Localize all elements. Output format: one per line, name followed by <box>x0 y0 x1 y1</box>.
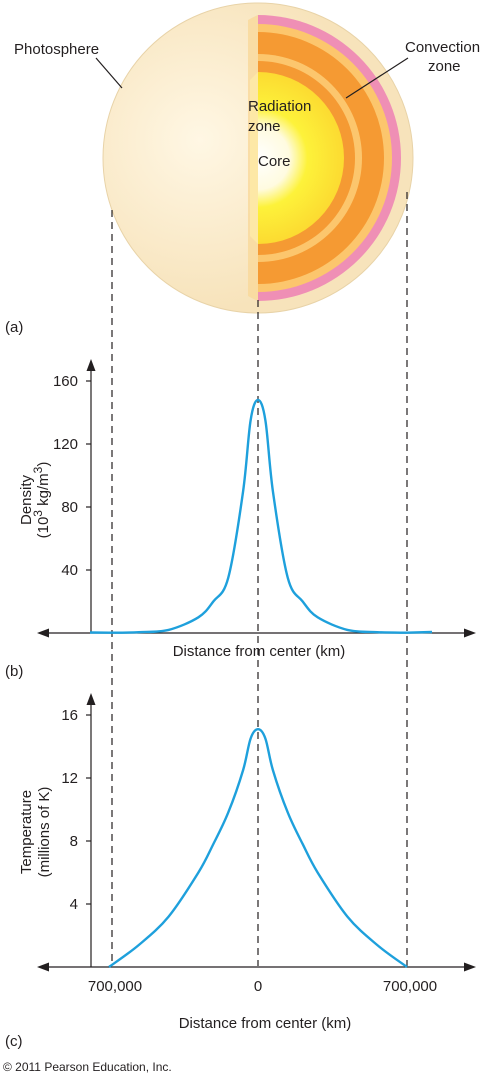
temperature-ytick-label: 16 <box>61 707 78 724</box>
panel-a-label: (a) <box>5 319 23 336</box>
temperature-ytick-label: 4 <box>70 896 78 913</box>
temperature-ylabel-1: Temperature <box>18 790 35 874</box>
guide-lines <box>111 192 408 966</box>
density-ylabel-1: Density <box>18 474 35 525</box>
core-layer <box>258 72 344 244</box>
density-ylabel: Density (103 kg/m3) <box>18 462 52 539</box>
temperature-xtick-center: 0 <box>254 978 262 995</box>
temperature-xtick-left: 700,000 <box>88 978 142 995</box>
density-ylabel-2: (103 kg/m3) <box>31 462 52 539</box>
sun-cutaway <box>95 2 414 314</box>
convection-label-1: Convection <box>405 39 480 56</box>
temperature-xtick-right: 700,000 <box>383 978 437 995</box>
density-x-arrow-left <box>37 628 49 638</box>
density-ytick-label: 40 <box>61 562 78 579</box>
temperature-ytick-label: 12 <box>61 770 78 787</box>
temperature-y-arrow <box>86 693 96 705</box>
density-ytick-label: 120 <box>53 436 78 453</box>
temperature-ytick-label: 8 <box>70 833 78 850</box>
copyright: © 2011 Pearson Education, Inc. <box>3 1060 172 1074</box>
density-y-arrow <box>86 359 96 371</box>
convection-leader <box>345 57 409 99</box>
temperature-xlabel: Distance from center (km) <box>179 1015 352 1032</box>
panel-c-label: (c) <box>5 1033 23 1050</box>
temperature-ylabel-2: (millions of K) <box>36 787 53 878</box>
density-x-arrow-right <box>464 628 476 638</box>
photosphere-label: Photosphere <box>14 41 99 58</box>
temperature-chart: 16 12 8 4 <box>37 693 476 972</box>
temperature-x-arrow-right <box>464 962 476 972</box>
density-ytick-label: 80 <box>61 499 78 516</box>
density-ytick-label: 160 <box>53 373 78 390</box>
temperature-ylabel: Temperature (millions of K) <box>18 787 53 878</box>
photosphere-leader <box>95 57 123 89</box>
cut-face-shade <box>250 72 258 244</box>
temperature-curve <box>108 727 408 968</box>
core-label: Core <box>258 153 291 170</box>
radiation-label-2: zone <box>248 118 281 135</box>
density-xlabel: Distance from center (km) <box>173 643 346 660</box>
density-chart: 160 120 80 40 <box>37 359 476 638</box>
temperature-x-arrow-left <box>37 962 49 972</box>
radiation-label-1: Radiation <box>248 98 311 115</box>
panel-b-label: (b) <box>5 663 23 680</box>
density-curve <box>89 398 433 634</box>
convection-label-2: zone <box>428 58 461 75</box>
